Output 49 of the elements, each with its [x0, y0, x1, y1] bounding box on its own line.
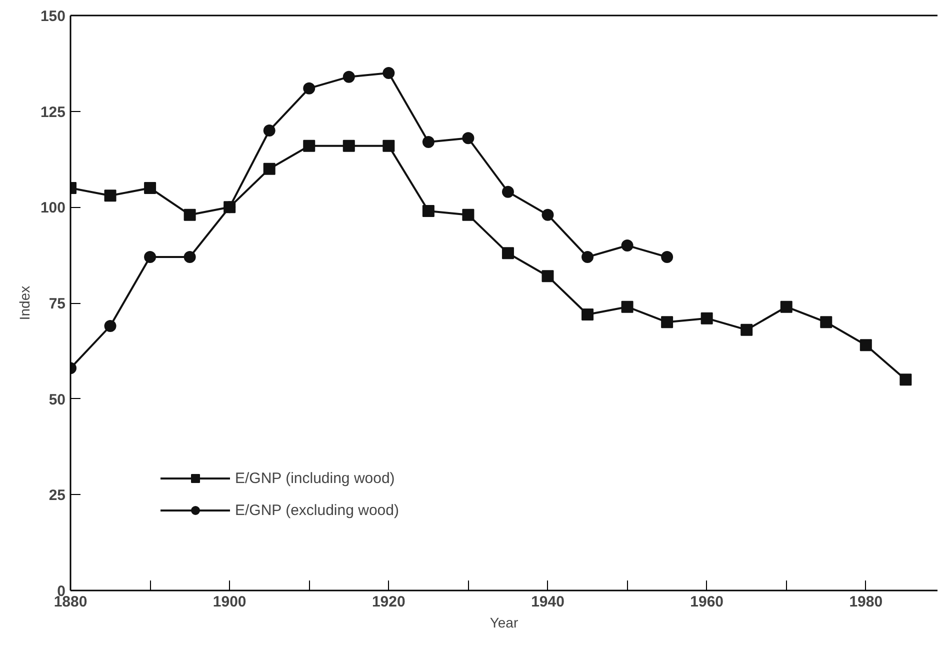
point: [582, 308, 594, 320]
point: [184, 251, 196, 263]
point: [700, 312, 713, 324]
point: [462, 132, 474, 144]
y-tick-label: 100: [40, 200, 66, 217]
x-tick-label: 1920: [372, 594, 406, 610]
point: [263, 124, 276, 136]
point: [104, 320, 116, 332]
x-axis-title: Year: [490, 614, 518, 630]
point: [382, 140, 395, 152]
point: [144, 251, 156, 263]
point: [462, 208, 474, 221]
y-tick-label: 25: [48, 487, 66, 504]
x-tick-label: 1940: [531, 594, 564, 610]
point: [621, 240, 634, 252]
y-tick-label: 75: [48, 296, 66, 312]
point: [342, 70, 355, 83]
point: [502, 186, 514, 198]
point: [263, 162, 276, 175]
point: [900, 374, 912, 386]
legend-label: E/GNP (excluding wood): [235, 502, 399, 518]
y-tick-label: 50: [48, 391, 66, 408]
point: [422, 205, 434, 217]
point: [422, 136, 434, 148]
point: [820, 316, 832, 328]
x-tick-label: 1960: [690, 594, 724, 610]
point: [860, 339, 872, 352]
y-tick-label: 150: [40, 8, 66, 25]
point: [582, 251, 594, 263]
point: [184, 208, 196, 221]
point: [740, 324, 753, 336]
point: [382, 67, 395, 79]
x-tick-label: 1900: [212, 594, 246, 610]
y-axis-title: Index: [16, 286, 32, 320]
y-tick-label: 125: [40, 104, 66, 121]
point: [542, 208, 554, 221]
point: [661, 316, 674, 328]
point: [104, 190, 116, 202]
point: [621, 300, 634, 313]
point: [542, 270, 554, 282]
point: [661, 251, 674, 263]
point: [303, 82, 316, 94]
point: [303, 140, 316, 152]
legend-label: E/GNP (including wood): [235, 470, 395, 486]
point: [144, 182, 156, 194]
point: [502, 247, 514, 260]
x-tick-label: 1980: [849, 594, 883, 610]
point: [342, 140, 355, 152]
point: [780, 300, 792, 313]
